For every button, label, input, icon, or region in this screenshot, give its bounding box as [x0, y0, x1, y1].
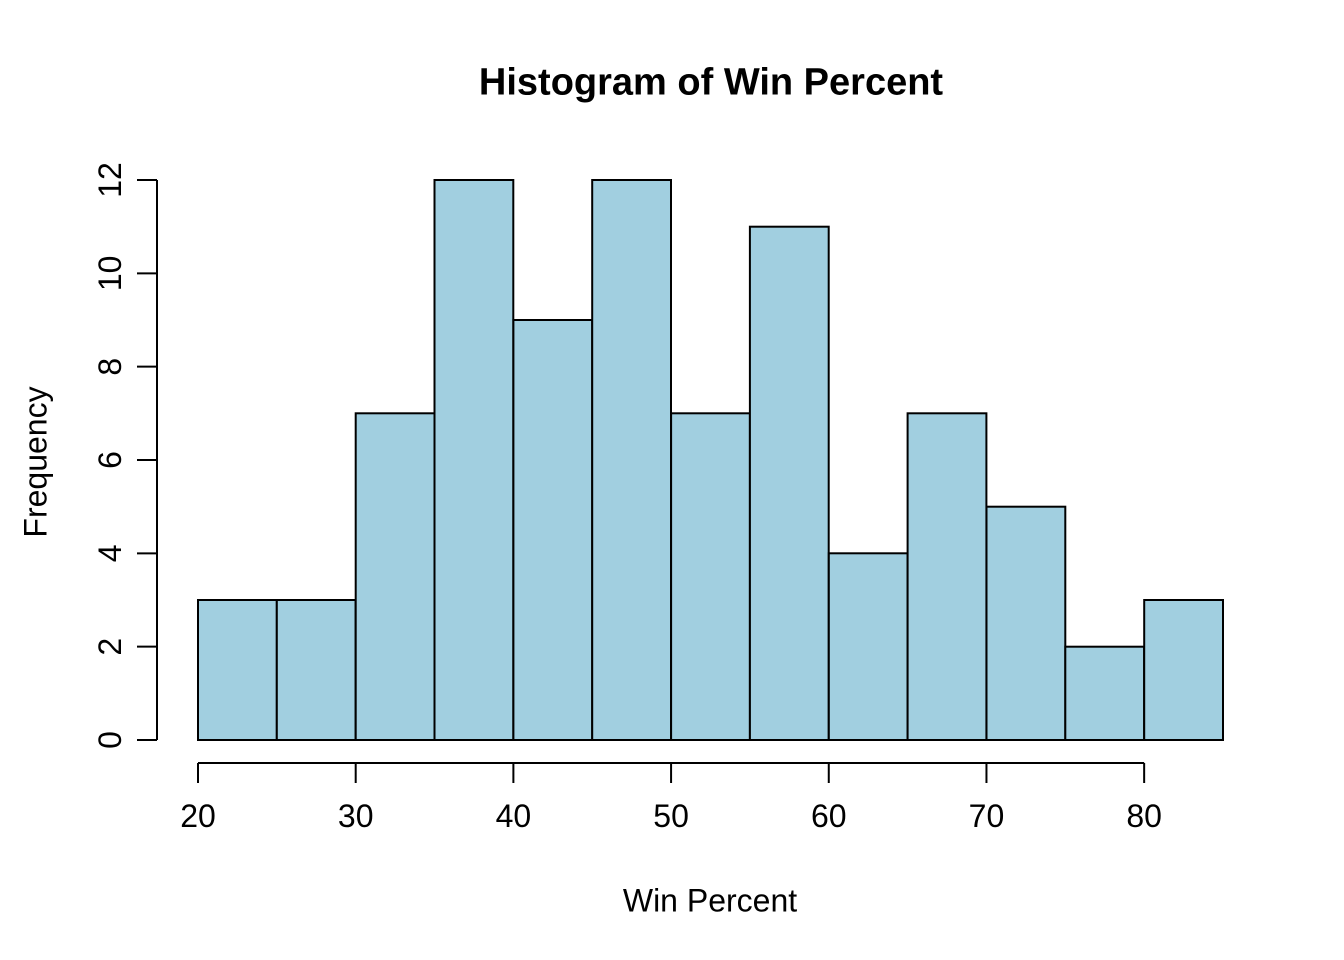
y-tick-label: 8: [92, 358, 128, 376]
histogram-bar: [985, 505, 1067, 742]
histogram-bar: [354, 412, 436, 741]
histogram-bar: [591, 179, 673, 741]
histogram-bar: [433, 179, 515, 741]
histogram-bar: [197, 599, 278, 741]
histogram-bar: [906, 412, 988, 741]
x-tick-label: 30: [338, 798, 374, 834]
histogram-bar: [827, 552, 909, 741]
x-tick-label: 40: [496, 798, 532, 834]
chart-title: Histogram of Win Percent: [478, 61, 944, 104]
histogram-bar: [670, 412, 751, 741]
x-axis-label: Win Percent: [622, 882, 798, 919]
y-tick-label: 0: [92, 731, 128, 749]
histogram-bar: [1143, 599, 1224, 741]
x-tick-label: 60: [811, 798, 847, 834]
histogram-bar: [1064, 645, 1146, 742]
histogram-bar: [748, 225, 830, 741]
y-tick-label: 6: [92, 451, 128, 469]
x-tick-label: 70: [969, 798, 1005, 834]
histogram-bar: [275, 599, 357, 741]
y-tick-label: 4: [92, 544, 128, 562]
histogram-bar: [512, 319, 594, 741]
y-tick-label: 10: [92, 256, 128, 292]
y-tick-label: 2: [92, 638, 128, 656]
x-tick-label: 20: [180, 798, 216, 834]
y-tick-label: 12: [92, 162, 128, 198]
x-tick-label: 80: [1126, 798, 1162, 834]
x-tick-label: 50: [653, 798, 689, 834]
